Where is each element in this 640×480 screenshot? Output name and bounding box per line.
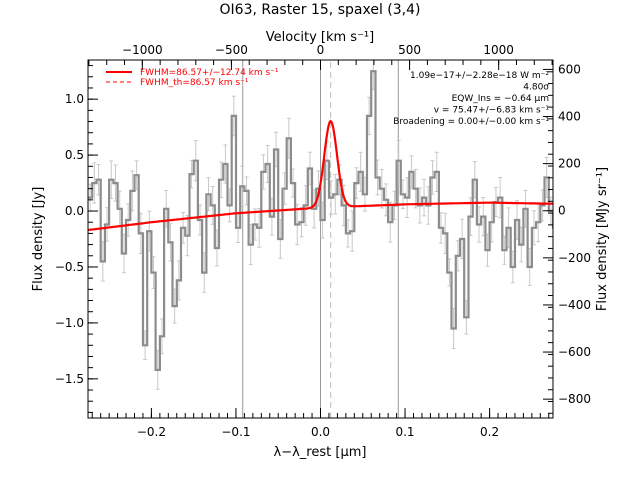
- spectrum-point: [553, 208, 557, 248]
- y-tick-label: 1.0: [65, 92, 84, 106]
- fit-line: [88, 119, 553, 232]
- fit-annotation: 4.80σ: [523, 83, 549, 93]
- right-tick-label: −800: [558, 392, 591, 406]
- legend-item: FWHM=86.57+/−12.74 km s⁻¹: [106, 68, 279, 78]
- velocity-axis-label: Velocity [km s⁻¹]: [266, 30, 374, 45]
- right-tick-label: 400: [558, 110, 581, 124]
- spectrum-line: [88, 70, 553, 371]
- velocity-tick-label: 500: [398, 43, 421, 57]
- x-tick-label: −0.2: [137, 425, 166, 439]
- legend-label: FWHM_th=86.57 km s⁻¹: [140, 78, 249, 88]
- y-tick-label: −1.5: [55, 372, 84, 386]
- right-tick-label: 200: [558, 157, 581, 171]
- fit-series: [88, 119, 553, 232]
- y-tick-label: −1.0: [55, 316, 84, 330]
- y-tick-label: 0.5: [65, 148, 84, 162]
- right-tick-label: −200: [558, 251, 591, 265]
- fit-line-dashed: [305, 120, 357, 210]
- x-tick-label: 0.2: [480, 425, 499, 439]
- right-tick-label: −400: [558, 298, 591, 312]
- fit-annotation: Broadening = 0.00+/−0.00 km s⁻¹: [393, 117, 549, 127]
- axis-ticks: −0.2 −0.1 0.0 0.1 0.2 −1.5 −1.0 −0.5 0.0 0.5 1.0 −1…: [55, 43, 591, 439]
- x-tick-label: 0.1: [395, 425, 414, 439]
- chart-title: OI63, Raster 15, spaxel (3,4): [220, 2, 421, 18]
- legend-item: FWHM_th=86.57 km s⁻¹: [106, 78, 249, 88]
- y-tick-label: 0.0: [65, 204, 84, 218]
- spectrum-series: [88, 60, 557, 390]
- legend-label: FWHM=86.57+/−12.74 km s⁻¹: [140, 68, 279, 78]
- velocity-tick-label: 0: [317, 43, 325, 57]
- x-tick-label: −0.1: [221, 425, 250, 439]
- velocity-tick-label: 1000: [483, 43, 514, 57]
- x-tick-label: 0.0: [311, 425, 330, 439]
- fit-annotation: EQW_Ins = −0.64 μm: [452, 94, 549, 104]
- x-axis-label: λ−λ_rest [μm]: [274, 445, 367, 460]
- right-tick-label: −600: [558, 345, 591, 359]
- reference-lines: [242, 60, 399, 418]
- y-axis-label: Flux density [Jy]: [31, 187, 46, 292]
- right-axis-label: Flux density [MJy sr⁻¹]: [595, 167, 610, 311]
- y-tick-label: −0.5: [55, 260, 84, 274]
- right-tick-label: 0: [558, 204, 566, 218]
- velocity-tick-label: −500: [215, 43, 248, 57]
- velocity-tick-label: −1000: [122, 43, 163, 57]
- fit-annotation: v = 75.47+/−6.83 km s⁻¹: [434, 106, 550, 116]
- right-tick-label: 600: [558, 62, 581, 76]
- fit-annotation: 1.09e−17+/−2.28e−18 W m⁻²: [410, 71, 549, 81]
